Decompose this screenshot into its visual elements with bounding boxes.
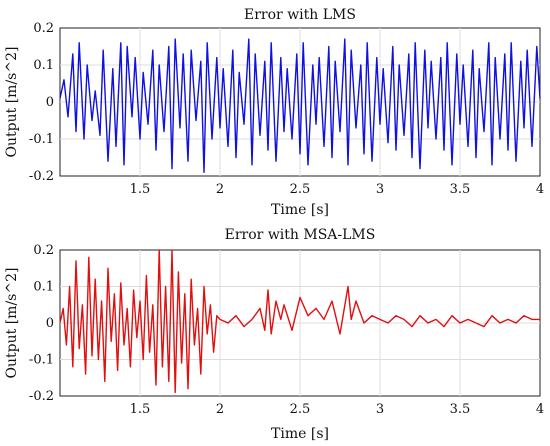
y-tick-label: -0.2 xyxy=(29,389,54,404)
y-tick-label: -0.2 xyxy=(29,169,54,184)
y-tick-label: -0.1 xyxy=(29,353,54,368)
x-axis-label: Time [s] xyxy=(271,202,329,218)
x-tick-label: 4 xyxy=(536,402,544,417)
series-line xyxy=(59,38,541,173)
x-tick-label: 1.5 xyxy=(130,182,151,197)
x-tick-label: 3 xyxy=(376,182,384,197)
y-tick-label: 0.2 xyxy=(33,21,54,36)
chart-title: Error with MSA-LMS xyxy=(225,227,376,243)
x-tick-label: 3 xyxy=(376,402,384,417)
y-tick-label: 0.1 xyxy=(33,58,54,73)
x-tick-label: 3.5 xyxy=(450,182,471,197)
y-tick-labels: -0.2 -0.1 0 0.1 0.2 xyxy=(29,21,54,184)
x-tick-label: 4 xyxy=(536,182,544,197)
x-axis-label: Time [s] xyxy=(271,426,329,442)
series-marks xyxy=(59,38,541,173)
y-tick-label: 0 xyxy=(46,316,54,331)
y-tick-label: 0.2 xyxy=(33,243,54,258)
x-tick-label: 2.5 xyxy=(290,402,311,417)
y-tick-label: 0.1 xyxy=(33,280,54,295)
series-line xyxy=(59,249,540,394)
x-tick-label: 2 xyxy=(216,182,224,197)
x-tick-labels: 1.5 2 2.5 3 3.5 4 xyxy=(130,402,544,417)
chart-title: Error with LMS xyxy=(244,7,356,23)
series-marks xyxy=(59,249,540,394)
x-tick-label: 2.5 xyxy=(290,182,311,197)
y-tick-label: -0.1 xyxy=(29,132,54,147)
x-tick-label: 1.5 xyxy=(130,402,151,417)
y-axis-label: Output [m/s^2] xyxy=(4,47,20,158)
chart-msa-lms: Error with MSA-LMS 1.5 2 2.5 3 3.5 4 -0.2 -0.1… xyxy=(4,227,544,442)
y-tick-label: 0 xyxy=(46,95,54,110)
y-tick-labels: -0.2 -0.1 0 0.1 0.2 xyxy=(29,243,54,404)
chart-lms: Error with LMS 1.5 2 2.5 3 3.5 4 -0.2 -0.1 0 0.1… xyxy=(4,7,544,218)
x-tick-label: 3.5 xyxy=(450,402,471,417)
x-tick-label: 2 xyxy=(216,402,224,417)
y-axis-label: Output [m/s^2] xyxy=(4,268,20,379)
x-tick-labels: 1.5 2 2.5 3 3.5 4 xyxy=(130,182,544,197)
